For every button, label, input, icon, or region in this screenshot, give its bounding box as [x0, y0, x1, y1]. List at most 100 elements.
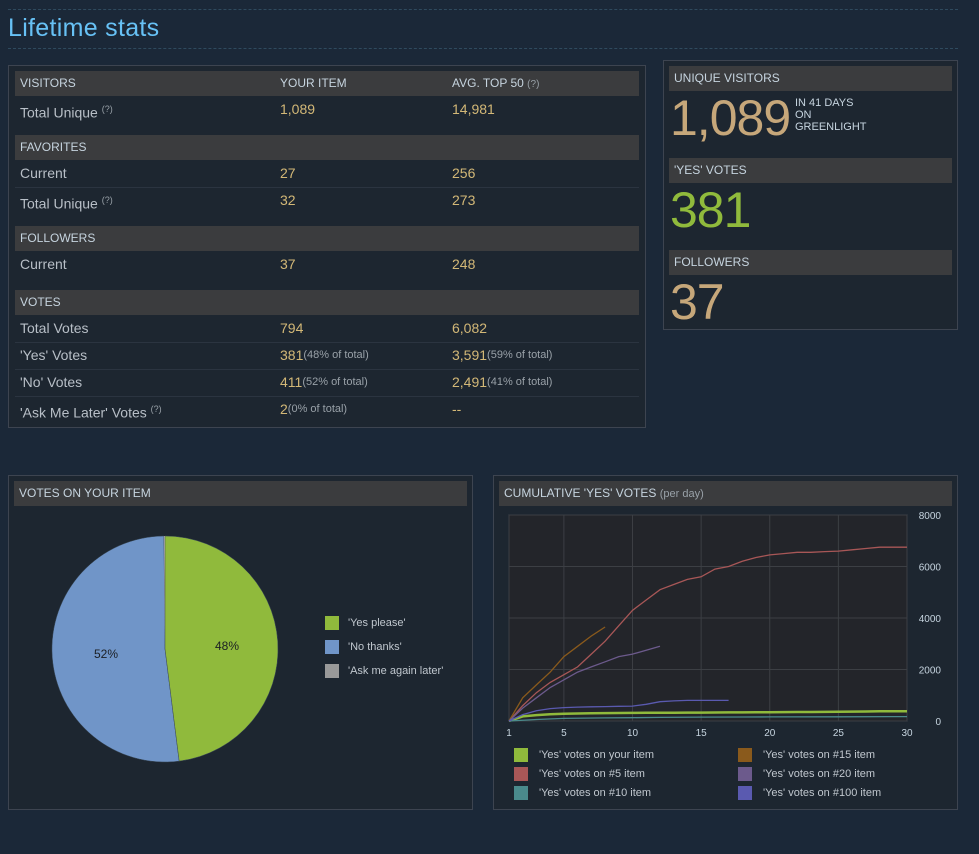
legend-label: 'Yes' votes on #10 item: [539, 787, 652, 799]
pie-header: VOTES ON YOUR ITEM: [14, 481, 467, 506]
avg-value: 14,981: [452, 101, 495, 117]
avg-value: 273: [452, 192, 476, 208]
visitors-header: VISITORS YOUR ITEM AVG. TOP 50 (?): [15, 71, 639, 96]
table-row: 'No' Votes 411 (52% of total) 2,491 (41%…: [15, 369, 639, 397]
series-line: [508, 626, 606, 722]
legend-label: 'Yes' votes on #15 item: [763, 749, 876, 761]
series-lines: [508, 546, 908, 723]
series-line: [508, 715, 908, 722]
line-chart-title-text: CUMULATIVE 'YES' VOTES: [504, 486, 657, 500]
x-tick-labels: 1 5 10 15 20 25 30: [506, 728, 913, 739]
summary-panel: UNIQUE VISITORS 1,089 IN 41 DAYS ON GREE…: [663, 60, 958, 330]
your-value: 2 (0% of total): [280, 396, 347, 423]
page-title: Lifetime stats: [8, 14, 160, 42]
help-icon[interactable]: (?): [101, 104, 113, 114]
x-tick-label: 10: [627, 728, 639, 739]
followers-summary-title: FOLLOWERS: [674, 255, 750, 269]
x-tick-label: 25: [833, 728, 845, 739]
y-tick-label: 2000: [919, 666, 942, 677]
table-row: 'Yes' Votes 381 (48% of total) 3,591 (59…: [15, 342, 639, 370]
your-value: 411 (52% of total): [280, 369, 368, 396]
legend-label: 'Yes' votes on #20 item: [763, 768, 876, 780]
your-item-heading: YOUR ITEM: [280, 76, 347, 90]
table-row: Current 37 248: [15, 251, 639, 278]
row-label: Current: [20, 256, 67, 272]
favorites-header: FAVORITES: [15, 135, 639, 160]
followers-header: FOLLOWERS: [15, 226, 639, 251]
votes-pie-chart: [51, 535, 279, 763]
y-tick-label: 0: [935, 717, 941, 728]
series-line: [508, 546, 907, 722]
legend-label: 'Yes' votes on #100 item: [763, 787, 882, 799]
legend-swatch: [738, 748, 752, 762]
title-divider: [8, 48, 958, 49]
cumulative-chart-panel: CUMULATIVE 'YES' VOTES (per day) 1 5 10 15 2…: [493, 475, 958, 810]
your-value-number: 411: [280, 374, 303, 390]
legend-swatch: [738, 767, 752, 781]
help-icon[interactable]: (?): [101, 195, 113, 205]
row-label: 'No' Votes: [20, 374, 83, 390]
series-line: [508, 699, 729, 722]
table-row: Total Votes 794 6,082: [15, 315, 639, 343]
percent-note: (59% of total): [487, 349, 553, 361]
visitors-heading: VISITORS: [20, 76, 76, 90]
your-value: 1,089: [280, 101, 316, 117]
followers-heading: FOLLOWERS: [20, 231, 96, 245]
y-tick-label: 8000: [919, 511, 942, 522]
avg-top50-label: AVG. TOP 50: [452, 76, 524, 90]
row-label-text: Total Unique: [20, 104, 98, 121]
percent-note: (48% of total): [303, 349, 369, 361]
your-value: 794: [280, 320, 304, 336]
pie-title: VOTES ON YOUR ITEM: [19, 486, 151, 500]
x-tick-label: 20: [764, 728, 776, 739]
table-row: Current 27 256: [15, 160, 639, 188]
series-line: [508, 645, 661, 722]
votes-heading: VOTES: [20, 295, 61, 309]
avg-value: 256: [452, 165, 476, 181]
x-tick-label: 1: [506, 728, 512, 739]
your-value-number: 2: [280, 401, 288, 417]
y-tick-label: 4000: [919, 614, 942, 625]
avg-value-number: 2,491: [452, 374, 488, 390]
help-icon[interactable]: (?): [150, 404, 162, 414]
table-row: Total Unique (?) 32 273: [15, 187, 639, 214]
legend-swatch: [738, 786, 752, 800]
row-label: 'Ask Me Later' Votes (?): [20, 396, 162, 427]
percent-note: (41% of total): [487, 376, 553, 388]
your-value: 27: [280, 165, 296, 181]
series-line: [508, 709, 908, 723]
line-chart-header: CUMULATIVE 'YES' VOTES (per day): [499, 481, 952, 506]
unique-visitors-header: UNIQUE VISITORS: [669, 66, 952, 91]
percent-note: (52% of total): [302, 376, 368, 388]
favorites-heading: FAVORITES: [20, 140, 87, 154]
legend-swatch: [514, 767, 528, 781]
row-label: Total Votes: [20, 320, 89, 336]
row-label: Total Unique (?): [20, 187, 113, 218]
avg-top50-heading: AVG. TOP 50 (?): [452, 71, 539, 97]
line-chart-subtitle: (per day): [659, 488, 704, 500]
yes-votes-header: 'YES' VOTES: [669, 158, 952, 183]
y-tick-labels: 0 2000 4000 6000 8000: [919, 511, 942, 728]
pie-slice-later: [163, 536, 165, 649]
visitors-period: IN 41 DAYS ON GREENLIGHT: [795, 97, 867, 133]
legend-swatch-no: [325, 640, 339, 654]
help-icon[interactable]: (?): [527, 79, 540, 90]
pie-slice-yes: [164, 535, 279, 762]
lifetime-stats-table: VISITORS YOUR ITEM AVG. TOP 50 (?) Total…: [8, 65, 646, 428]
your-value: 37: [280, 256, 296, 272]
legend-swatch: [514, 786, 528, 800]
avg-value: 6,082: [452, 320, 488, 336]
legend-no: 'No thanks': [348, 641, 402, 653]
visitors-period-line: IN 41 DAYS: [795, 97, 854, 109]
table-row: Total Unique (?) 1,089 14,981: [15, 96, 639, 123]
legend-later: 'Ask me again later': [348, 665, 444, 677]
legend-label: 'Yes' votes on #5 item: [539, 768, 645, 780]
avg-value: 248: [452, 256, 476, 272]
legend-swatch-yes: [325, 616, 339, 630]
legend-yes: 'Yes please': [348, 617, 406, 629]
grid-lines: [508, 514, 908, 722]
row-label-text: 'Ask Me Later' Votes: [20, 404, 147, 421]
visitors-period-line: GREENLIGHT: [795, 121, 867, 133]
avg-value: 2,491 (41% of total): [452, 369, 552, 396]
